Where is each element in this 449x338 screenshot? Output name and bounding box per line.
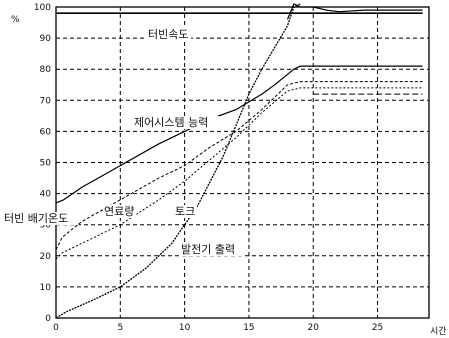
series-group	[55, 3, 423, 319]
series-line	[55, 81, 423, 250]
annotation-label: 연료량	[104, 205, 134, 218]
y-tick-label: 20	[40, 252, 52, 262]
grid	[56, 7, 429, 318]
x-tick-label: 5	[117, 323, 123, 333]
y-tick-label: 0	[45, 314, 51, 324]
annotation-bg	[147, 28, 191, 41]
x-axis-label: 시간	[430, 326, 447, 337]
y-axis-label: %	[11, 15, 20, 25]
y-tick-label: 30	[40, 221, 52, 231]
x-tick-label: 10	[179, 323, 191, 333]
annotation-bg	[180, 243, 245, 256]
annotation-label: 발전기 출력	[181, 243, 235, 256]
series-line	[55, 87, 423, 260]
axis-ticks: 0 10 20 30 40 50 60 70 80 90 100 0 5 10 15 20 25	[34, 3, 383, 333]
y-tick-label: 80	[40, 65, 52, 75]
annotation-label: 터빈속도	[148, 28, 188, 41]
x-tick-label: 15	[243, 323, 254, 333]
y-tick-label: 70	[40, 96, 52, 106]
annotation-bg	[133, 116, 219, 129]
x-tick-label: 25	[372, 323, 383, 333]
y-tick-label: 90	[40, 34, 52, 44]
y-tick-label: 100	[34, 3, 51, 13]
y-tick-label: 60	[40, 127, 52, 137]
annotation-bg	[103, 205, 137, 218]
series-line	[55, 65, 423, 204]
annotation-label: 터빈 배기온도	[4, 212, 68, 225]
annotation-bg	[174, 205, 197, 218]
y-tick-label: 50	[40, 159, 52, 169]
y-tick-label: 40	[40, 190, 52, 200]
y-tick-label: 10	[40, 283, 52, 293]
annotation-label: 토크	[175, 205, 195, 218]
x-tick-label: 0	[53, 323, 59, 333]
annotation-label: 제어시스템 능력	[134, 116, 208, 129]
annotation-bg	[3, 212, 79, 225]
x-tick-label: 20	[308, 323, 320, 333]
series-line	[55, 3, 301, 319]
series-line	[286, 3, 423, 20]
